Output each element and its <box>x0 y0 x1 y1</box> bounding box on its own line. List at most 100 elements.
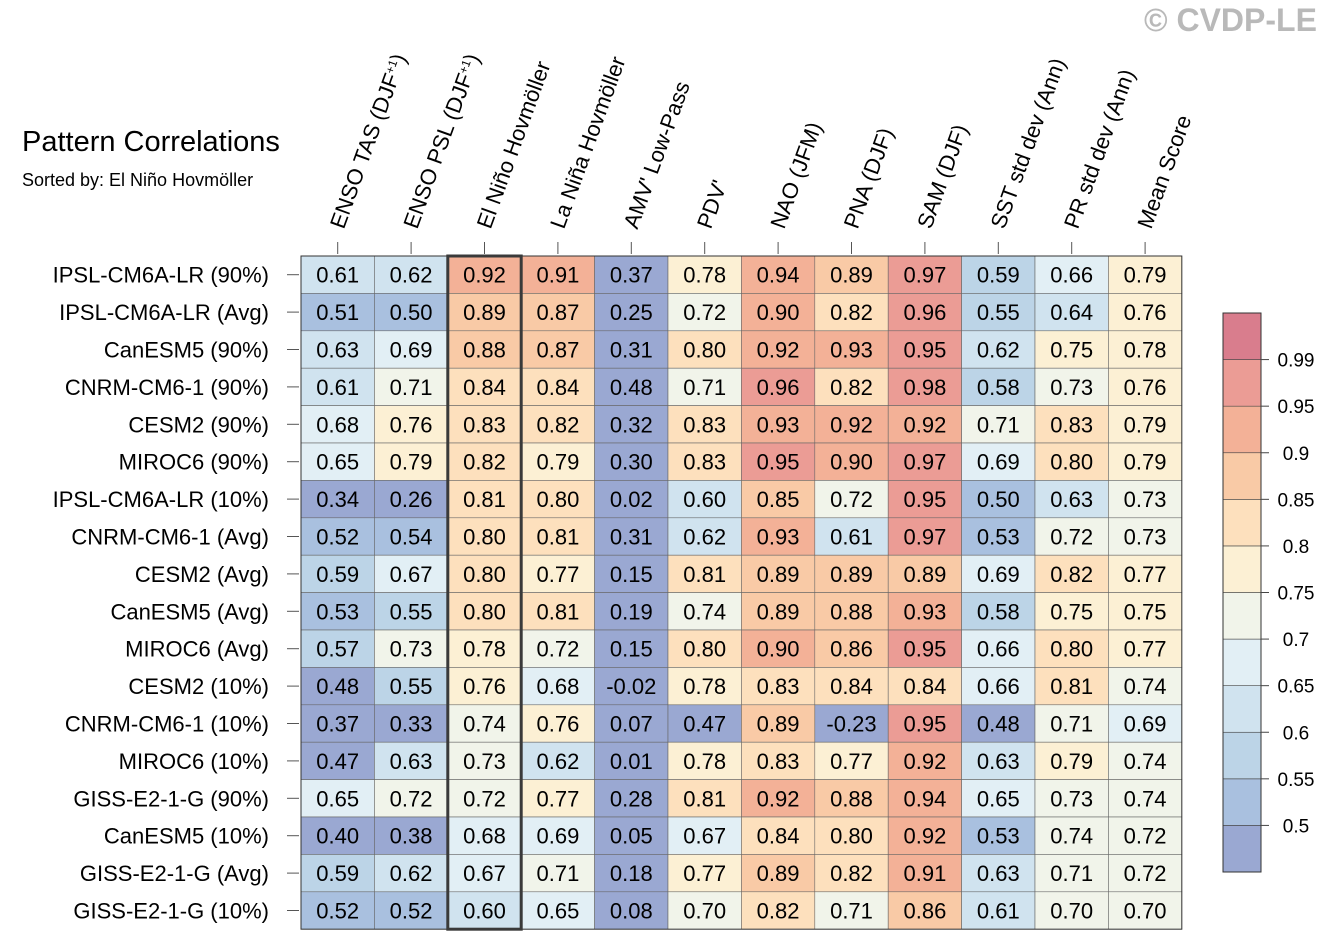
heatmap-cell <box>887 480 962 519</box>
heatmap-cell <box>667 816 742 855</box>
cell-value-label: 0.57 <box>316 637 359 662</box>
cell-value-label: 0.64 <box>1050 300 1093 325</box>
cell-value-label: 0.77 <box>536 562 579 587</box>
cell-value-label: 0.66 <box>977 637 1020 662</box>
heatmap-cell <box>1034 891 1109 930</box>
cell-value-label: 0.72 <box>683 300 726 325</box>
cell-value-label: 0.73 <box>1124 525 1167 550</box>
cell-value-label: 0.68 <box>316 412 359 437</box>
colorbar-label: 0.8 <box>1283 537 1309 558</box>
cell-value-label: 0.67 <box>390 562 433 587</box>
cell-value-label: 0.59 <box>316 861 359 886</box>
row-label: MIROC6 (10%) <box>119 749 269 774</box>
cell-value-label: 0.63 <box>390 749 433 774</box>
cell-value-label: 0.69 <box>977 450 1020 475</box>
heatmap-cell <box>814 629 889 668</box>
heatmap-cell <box>594 480 669 519</box>
cell-value-label: 0.80 <box>1050 450 1093 475</box>
heatmap-cell <box>1108 517 1183 556</box>
colorbar-label: 0.65 <box>1278 677 1315 698</box>
cell-value-label: 0.73 <box>1050 786 1093 811</box>
heatmap-cell <box>520 891 595 930</box>
cell-value-label: 0.88 <box>463 338 506 363</box>
row-label: CNRM-CM6-1 (10%) <box>65 712 269 737</box>
heatmap-cell <box>814 554 889 593</box>
cell-value-label: 0.61 <box>830 525 873 550</box>
cell-value-label: 0.71 <box>536 861 579 886</box>
cell-value-label: 0.71 <box>830 899 873 924</box>
heatmap-cell <box>374 367 449 406</box>
heatmap-cell <box>961 629 1036 668</box>
cell-value-label: 0.80 <box>830 824 873 849</box>
heatmap-cell <box>961 480 1036 519</box>
heatmap-cell <box>520 816 595 855</box>
heatmap-cell <box>814 592 889 631</box>
heatmap-cell <box>814 741 889 780</box>
cell-value-label: 0.82 <box>830 375 873 400</box>
heatmap-cell <box>594 854 669 893</box>
cell-value-label: 0.25 <box>610 300 653 325</box>
grid-border <box>300 255 1183 930</box>
heatmap-cell <box>374 667 449 706</box>
cell-value-label: 0.65 <box>977 786 1020 811</box>
chart-subtitle: Sorted by: El Niño Hovmöller <box>22 170 254 190</box>
heatmap-cell <box>741 517 816 556</box>
cell-value-label: 0.15 <box>610 562 653 587</box>
cell-value-label: 0.54 <box>390 525 433 550</box>
row-label: GISS-E2-1-G (90%) <box>73 786 269 811</box>
column-label: El Niño Hovmöller <box>472 58 556 232</box>
cell-value-label: 0.50 <box>977 487 1020 512</box>
heatmap-cell <box>961 367 1036 406</box>
heatmap-cell <box>1108 741 1183 780</box>
cell-value-label: 0.82 <box>830 861 873 886</box>
cell-value-label: 0.77 <box>1124 562 1167 587</box>
cell-value-label: 0.89 <box>830 562 873 587</box>
cell-value-label: 0.71 <box>977 412 1020 437</box>
heatmap-cell <box>667 854 742 893</box>
heatmap-cell <box>374 891 449 930</box>
colorbar-swatch <box>1222 405 1262 454</box>
column-label: NAO (JFM) <box>765 119 827 232</box>
heatmap-cell <box>300 330 375 369</box>
colorbar-swatch <box>1222 312 1262 360</box>
cell-value-label: 0.62 <box>977 338 1020 363</box>
cell-value-label: 0.32 <box>610 412 653 437</box>
heatmap-cell <box>594 891 669 930</box>
heatmap-cell <box>300 293 375 332</box>
heatmap-cell <box>667 741 742 780</box>
heatmap-cell <box>1108 554 1183 593</box>
heatmap-cell <box>961 442 1036 481</box>
cell-value-label: 0.87 <box>536 300 579 325</box>
cell-value-label: 0.78 <box>1124 338 1167 363</box>
cell-value-label: 0.55 <box>390 599 433 624</box>
colorbar-label: 0.75 <box>1278 584 1315 605</box>
cell-value-label: 0.77 <box>536 786 579 811</box>
row-label: CNRM-CM6-1 (Avg) <box>71 525 269 550</box>
cell-value-label: 0.92 <box>830 412 873 437</box>
cell-value-label: 0.94 <box>757 263 800 288</box>
cell-value-label: 0.88 <box>830 599 873 624</box>
cell-value-label: 0.48 <box>610 375 653 400</box>
heatmap-cell <box>520 517 595 556</box>
heatmap-cell <box>594 667 669 706</box>
cell-value-label: 0.76 <box>1124 375 1167 400</box>
cell-value-label: 0.68 <box>536 674 579 699</box>
heatmap-cell <box>447 854 522 893</box>
heatmap-cell <box>447 293 522 332</box>
watermark: © CVDP-LE <box>1144 2 1317 38</box>
cell-value-label: 0.73 <box>1050 375 1093 400</box>
cell-value-label: 0.88 <box>830 786 873 811</box>
cell-value-label: 0.93 <box>757 525 800 550</box>
cell-value-label: 0.83 <box>463 412 506 437</box>
heatmap-cell <box>447 891 522 930</box>
colorbar-label: 0.7 <box>1283 630 1309 651</box>
cell-value-label: 0.66 <box>1050 263 1093 288</box>
cell-value-label: 0.92 <box>463 263 506 288</box>
cell-value-label: 0.76 <box>463 674 506 699</box>
cell-value-label: 0.89 <box>463 300 506 325</box>
cell-value-label: 0.83 <box>757 674 800 699</box>
cell-value-label: 0.89 <box>757 562 800 587</box>
cell-value-label: 0.76 <box>390 412 433 437</box>
cell-value-label: 0.82 <box>463 450 506 475</box>
cell-value-label: 0.89 <box>757 861 800 886</box>
